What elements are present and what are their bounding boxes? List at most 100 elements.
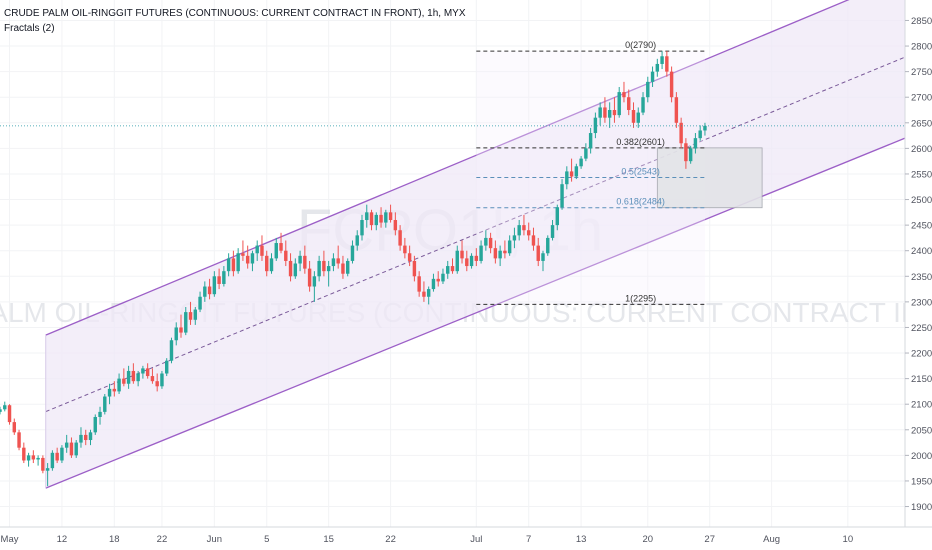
x-axis[interactable]: May 12 18 22 Jun 5 15 22 Jul 7 13 20 27 Aug 10 — [0, 526, 932, 545]
candle-body — [465, 258, 469, 267]
candle-body — [417, 276, 421, 292]
candle-body — [222, 271, 226, 284]
candle — [369, 209, 374, 231]
candle — [255, 240, 259, 261]
candle — [703, 122, 707, 136]
candle — [627, 89, 631, 116]
candle — [379, 207, 383, 228]
candle-body — [307, 268, 312, 287]
candle — [203, 281, 207, 302]
y-axis[interactable]: 1900 1950 2000 2050 2100 2150 2200 2250 2300 2350… — [904, 0, 932, 550]
candle-body — [31, 455, 36, 460]
candle-body — [612, 110, 617, 116]
candle — [631, 102, 636, 128]
candle-body — [17, 432, 21, 448]
x-tick-label: 18 — [109, 534, 120, 545]
candle — [479, 240, 483, 264]
channel-upper-line[interactable] — [45, 0, 905, 336]
candle — [293, 258, 298, 279]
candle — [103, 393, 107, 415]
candle — [384, 209, 388, 228]
candle-body — [688, 148, 693, 162]
candle — [688, 145, 693, 164]
candle-body — [474, 255, 479, 261]
candle — [207, 278, 212, 300]
candle — [198, 291, 202, 313]
candle-body — [26, 455, 31, 461]
candle-body — [436, 278, 440, 282]
candle — [74, 440, 78, 458]
candle-body — [98, 411, 102, 417]
candle — [298, 250, 302, 272]
candle — [212, 271, 217, 297]
candle — [355, 230, 359, 251]
candle-body — [512, 235, 517, 241]
candle — [374, 212, 379, 231]
candle-body — [288, 260, 293, 277]
candle — [265, 250, 269, 277]
candle-body — [231, 258, 236, 272]
candle — [3, 401, 7, 412]
candle-body — [265, 255, 269, 272]
candle — [117, 373, 121, 394]
candle — [145, 363, 150, 379]
y-tick-label: 2500 — [911, 195, 932, 206]
y-tick-label: 2550 — [911, 169, 932, 180]
candle-body — [174, 327, 178, 341]
candle — [669, 66, 674, 103]
candle-body — [565, 171, 569, 185]
candle-body — [412, 260, 417, 277]
y-tick-label: 2800 — [911, 42, 932, 53]
candle — [260, 235, 264, 261]
candle — [184, 306, 188, 336]
candle-body — [588, 133, 593, 149]
candle-body — [698, 130, 702, 139]
candle — [588, 127, 593, 154]
candle — [12, 418, 17, 435]
candle-body — [479, 245, 483, 261]
candle-body — [88, 432, 93, 441]
fibonacci-retracement[interactable]: 0(2790) 0.382(2601) 0.5(2543) 0.618(2484) 1(… — [476, 40, 763, 305]
candle — [31, 450, 36, 464]
candle-body — [517, 225, 521, 236]
candle-body — [3, 405, 7, 410]
candle — [574, 163, 579, 180]
candle-body — [193, 309, 198, 320]
x-tick-label: Aug — [763, 534, 780, 545]
indicator-label[interactable]: Fractals (2) — [4, 23, 55, 34]
candle-body — [350, 245, 355, 261]
candle-body — [326, 266, 331, 272]
candle-body — [84, 434, 88, 441]
candle — [236, 248, 240, 274]
candle — [641, 92, 645, 116]
candle — [141, 365, 145, 379]
candle — [274, 237, 278, 261]
candle — [331, 253, 336, 272]
channel-mid-line[interactable] — [45, 56, 906, 413]
candle-body — [55, 452, 59, 461]
candle-body — [522, 225, 526, 231]
candle — [26, 452, 31, 467]
candle-body — [60, 447, 64, 461]
candle-body — [555, 207, 560, 226]
candle — [593, 112, 598, 139]
candle-body — [498, 250, 502, 259]
candle — [531, 227, 536, 251]
candle-body — [665, 56, 669, 72]
channel-fill — [45, 0, 905, 489]
candle-body — [627, 97, 631, 111]
fib-level-label: 0.382(2601) — [616, 137, 665, 147]
candle-body — [546, 237, 550, 254]
candle-body — [574, 166, 579, 177]
candle-body — [569, 171, 574, 177]
candle-body — [45, 468, 50, 471]
candle — [41, 455, 45, 474]
candle-body — [164, 360, 169, 374]
candle — [398, 225, 402, 251]
candle-body — [160, 373, 164, 387]
candle — [22, 442, 26, 464]
candle — [493, 240, 498, 264]
candle-body — [355, 235, 359, 246]
candle — [455, 245, 459, 274]
